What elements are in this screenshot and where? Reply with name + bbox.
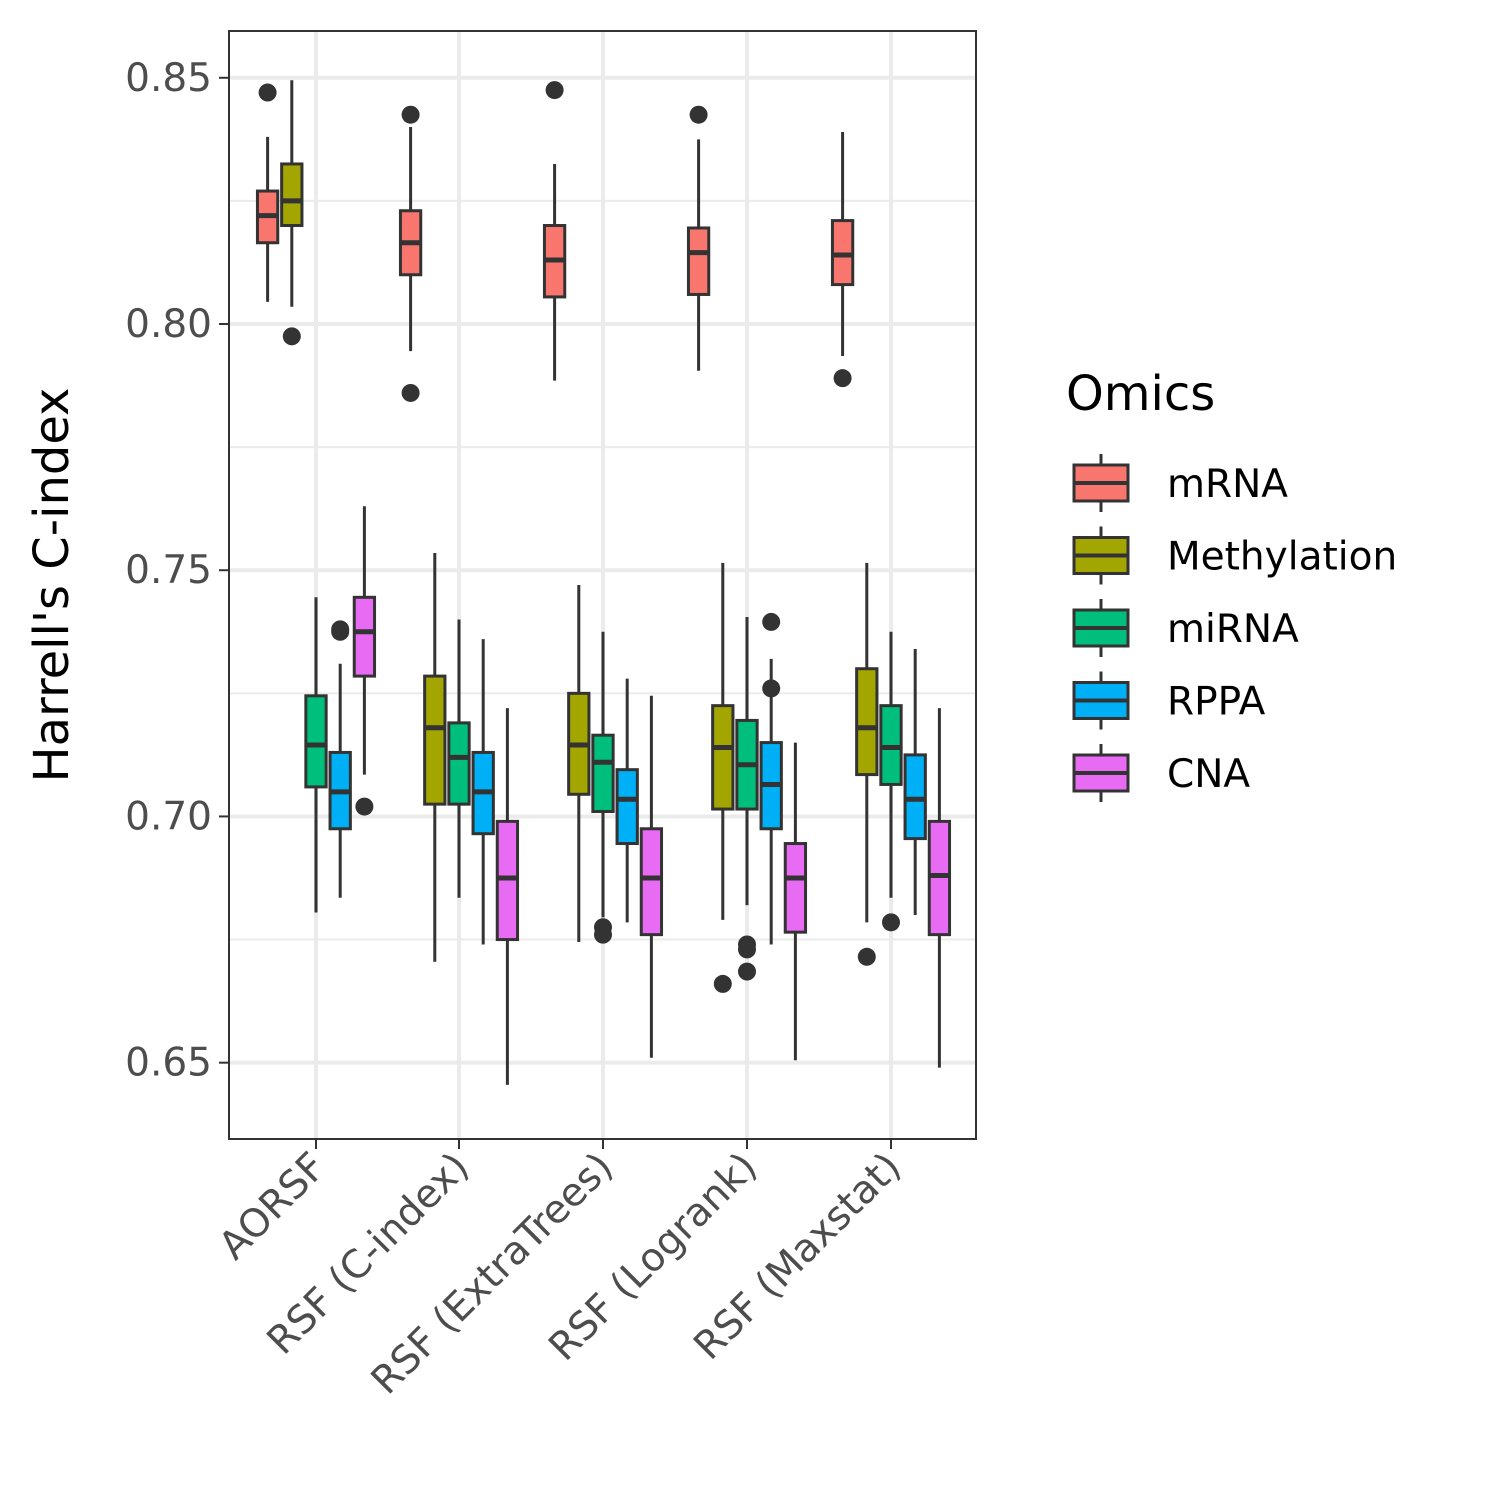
outlier-point bbox=[762, 679, 781, 698]
box-methylation bbox=[423, 552, 447, 962]
y-tick-label: 0.85 bbox=[125, 56, 212, 101]
box-cna bbox=[352, 506, 377, 816]
outlier-point bbox=[545, 81, 564, 100]
y-tick-label: 0.75 bbox=[125, 548, 212, 593]
outlier-point bbox=[833, 369, 852, 388]
legend-label: CNA bbox=[1167, 752, 1250, 797]
box-mrna bbox=[255, 83, 280, 302]
outlier-point bbox=[857, 947, 876, 966]
box-methylation bbox=[711, 562, 735, 993]
box-layer bbox=[255, 80, 952, 1085]
box-mrna bbox=[830, 131, 855, 388]
outlier-point bbox=[594, 925, 612, 944]
box-iqr bbox=[591, 733, 615, 814]
box-mirna bbox=[879, 631, 903, 932]
box-cna bbox=[927, 708, 952, 1068]
outlier-point bbox=[882, 913, 900, 932]
x-tick-label: RSF (ExtraTrees) bbox=[363, 1144, 622, 1403]
box-mrna bbox=[542, 81, 567, 381]
outlier-point bbox=[258, 83, 277, 102]
legend-title: Omics bbox=[1066, 366, 1215, 422]
box-rppa bbox=[328, 620, 352, 898]
y-tick-label: 0.80 bbox=[125, 302, 212, 347]
outlier-point bbox=[689, 105, 708, 124]
legend: Omics mRNA Methylation miRNA RPPA CNA bbox=[1066, 366, 1397, 802]
legend-label: miRNA bbox=[1167, 607, 1299, 652]
box-iqr bbox=[352, 595, 377, 678]
box-iqr bbox=[639, 827, 664, 937]
box-iqr bbox=[711, 704, 735, 811]
box-methylation bbox=[855, 562, 879, 966]
y-axis-title: Harrell's C-index bbox=[24, 388, 80, 783]
legend-item-mrna: mRNA bbox=[1072, 454, 1288, 512]
box-mirna bbox=[447, 619, 471, 898]
outlier-point bbox=[713, 974, 732, 993]
box-rppa bbox=[471, 639, 495, 945]
outlier-point bbox=[355, 797, 374, 816]
box-mirna bbox=[591, 631, 615, 944]
legend-item-methylation: Methylation bbox=[1072, 526, 1397, 585]
box-cna bbox=[783, 742, 808, 1061]
legend-label: mRNA bbox=[1167, 462, 1288, 507]
outlier-point bbox=[401, 105, 420, 124]
x-tick-label: AORSF bbox=[211, 1144, 335, 1268]
box-cna bbox=[495, 708, 520, 1085]
box-iqr bbox=[686, 226, 711, 296]
box-rppa bbox=[759, 612, 783, 945]
legend-label: RPPA bbox=[1167, 680, 1266, 725]
outlier-point bbox=[282, 327, 301, 346]
box-iqr bbox=[447, 721, 471, 806]
legend-item-rppa: RPPA bbox=[1072, 671, 1266, 730]
box-mrna bbox=[686, 105, 711, 371]
y-tick-label: 0.70 bbox=[125, 794, 212, 839]
box-methylation bbox=[567, 585, 591, 943]
legend-item-mirna: miRNA bbox=[1072, 599, 1299, 657]
outlier-point bbox=[738, 940, 756, 959]
box-mrna bbox=[398, 105, 423, 402]
box-methylation bbox=[280, 80, 304, 346]
legend-item-cna: CNA bbox=[1072, 744, 1250, 802]
box-mirna bbox=[735, 617, 759, 981]
box-iqr bbox=[615, 768, 639, 846]
outlier-point bbox=[331, 622, 350, 641]
box-iqr bbox=[280, 162, 304, 228]
outlier-point bbox=[762, 612, 781, 631]
outlier-point bbox=[401, 383, 420, 402]
box-iqr bbox=[304, 694, 328, 789]
box-rppa bbox=[615, 678, 639, 923]
box-iqr bbox=[855, 667, 879, 777]
box-cna bbox=[639, 695, 664, 1058]
grid-lines bbox=[229, 31, 976, 1139]
box-mirna bbox=[304, 597, 328, 913]
box-rppa bbox=[903, 649, 927, 915]
box-iqr bbox=[423, 674, 447, 806]
legend-label: Methylation bbox=[1167, 535, 1397, 580]
box-iqr bbox=[783, 842, 808, 934]
outlier-point bbox=[738, 962, 756, 981]
y-tick-label: 0.65 bbox=[125, 1041, 212, 1086]
